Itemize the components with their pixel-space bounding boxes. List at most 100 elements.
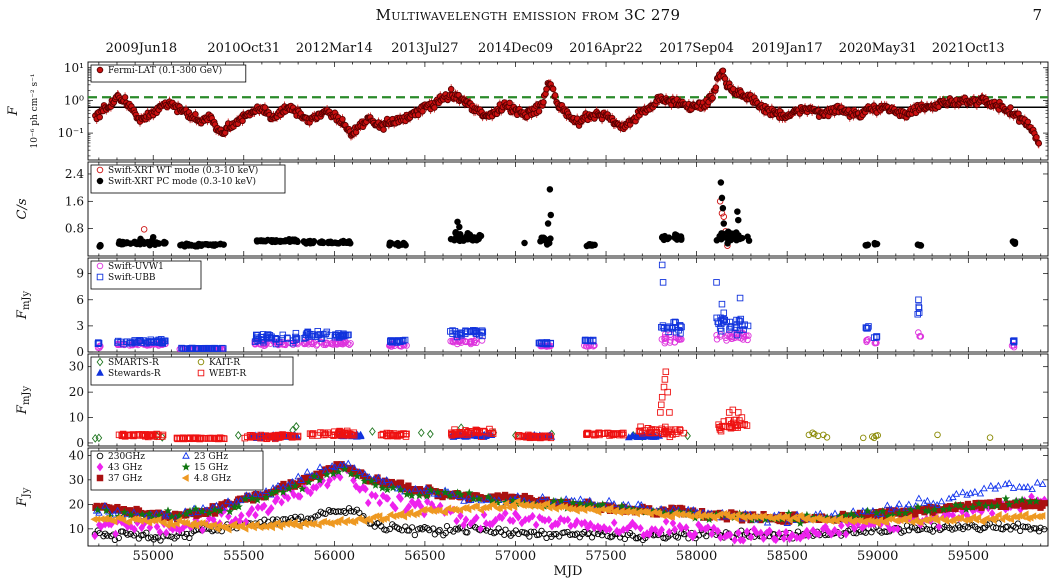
data-point <box>1017 527 1024 534</box>
data-point <box>477 524 484 534</box>
x-tick-label: 56000 <box>314 549 355 564</box>
data-point <box>325 238 332 246</box>
series-swift-xrt-pc-mode-0-3-10-kev- <box>96 179 1019 250</box>
data-point <box>586 499 595 508</box>
data-point <box>212 501 221 509</box>
data-point <box>392 504 399 513</box>
data-point <box>361 469 369 477</box>
data-point <box>719 204 727 212</box>
data-point <box>718 194 726 202</box>
data-point <box>546 432 554 440</box>
data-point <box>126 510 135 519</box>
data-point <box>547 434 555 442</box>
data-point <box>298 484 307 493</box>
data-point <box>147 239 154 247</box>
data-point <box>618 429 626 437</box>
data-point <box>956 500 965 509</box>
data-point <box>724 332 731 340</box>
data-point <box>974 513 982 522</box>
data-point <box>1033 478 1042 486</box>
data-point <box>422 491 432 500</box>
data-point <box>95 508 103 516</box>
data-point <box>119 516 127 524</box>
data-point <box>731 536 738 545</box>
data-point <box>482 519 490 528</box>
data-point <box>689 506 698 513</box>
data-point <box>236 496 245 504</box>
y-tick-label: 30 <box>69 473 84 487</box>
data-point <box>336 515 344 524</box>
data-point <box>431 104 438 111</box>
data-point <box>865 323 872 330</box>
data-point <box>669 518 677 528</box>
data-point <box>314 521 322 530</box>
data-point <box>263 335 271 342</box>
data-point <box>915 329 922 336</box>
data-point <box>473 502 480 511</box>
data-point <box>721 316 729 324</box>
data-point <box>334 431 341 438</box>
data-point <box>672 319 679 326</box>
data-point <box>557 496 566 505</box>
data-point <box>443 523 451 530</box>
data-point <box>365 473 374 481</box>
data-point <box>715 421 722 428</box>
data-point <box>248 504 256 514</box>
data-point <box>976 489 985 497</box>
data-point <box>275 338 283 346</box>
data-point <box>736 318 744 325</box>
data-point <box>390 337 398 345</box>
data-point <box>606 525 613 534</box>
data-point <box>729 230 737 237</box>
legend-label: Stewards-R <box>108 369 161 379</box>
data-point <box>162 239 169 246</box>
data-point <box>329 469 338 478</box>
data-point <box>94 344 102 351</box>
y-tick-label: 10⁰ <box>64 93 84 107</box>
data-point <box>727 236 735 244</box>
data-point <box>213 525 221 533</box>
data-point <box>1012 496 1021 505</box>
y-axis-label: C/s <box>15 198 30 219</box>
data-point <box>988 509 996 518</box>
data-point <box>153 522 161 531</box>
data-point <box>407 491 417 500</box>
data-point <box>110 510 118 518</box>
data-point <box>905 500 913 508</box>
data-point <box>1022 523 1029 531</box>
data-point <box>397 479 405 486</box>
data-point <box>448 490 457 498</box>
data-point <box>720 220 728 227</box>
data-point <box>930 505 939 514</box>
data-point <box>433 487 442 496</box>
data-point <box>653 429 661 436</box>
data-point <box>562 495 570 502</box>
data-point <box>915 296 922 304</box>
data-point <box>383 514 390 522</box>
data-point <box>994 481 1003 489</box>
data-point <box>657 409 664 416</box>
data-point <box>447 337 454 345</box>
data-point <box>736 235 743 242</box>
data-point <box>682 523 690 532</box>
legend-label: 230GHz <box>108 452 145 462</box>
data-point <box>883 501 892 509</box>
data-point <box>140 226 148 233</box>
data-point <box>662 368 670 376</box>
data-point <box>766 526 773 536</box>
legend-label: 37 GHz <box>108 474 142 484</box>
data-point <box>261 493 271 501</box>
legend-label: 15 GHz <box>194 463 228 473</box>
data-point <box>419 108 426 115</box>
data-point <box>720 213 728 220</box>
data-point <box>417 428 425 438</box>
data-point <box>952 489 961 497</box>
data-point <box>328 462 336 469</box>
data-point <box>908 524 915 531</box>
data-point <box>788 530 796 540</box>
data-point <box>323 328 331 336</box>
top-date-tick-label: 2019Jan17 <box>752 41 823 56</box>
data-point <box>957 513 965 522</box>
